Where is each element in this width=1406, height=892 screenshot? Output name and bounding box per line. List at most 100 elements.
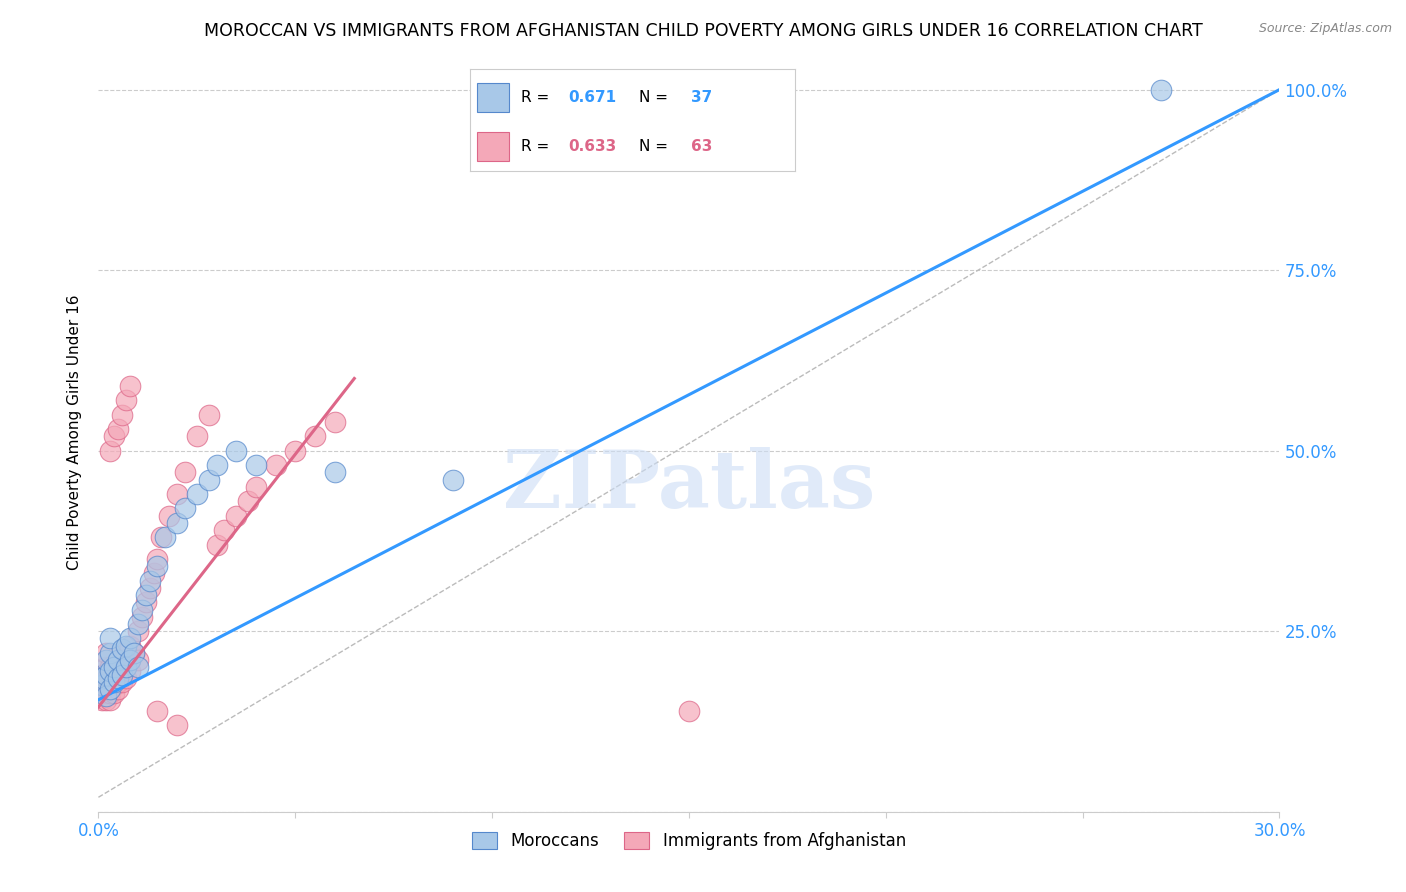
Point xyxy=(135,588,157,602)
Point xyxy=(103,671,125,685)
Point xyxy=(197,408,219,422)
Point xyxy=(166,487,188,501)
Point xyxy=(103,429,125,443)
Point xyxy=(107,674,129,689)
Point xyxy=(103,660,125,674)
Point xyxy=(118,653,141,667)
Point xyxy=(103,678,125,692)
Point xyxy=(98,678,121,692)
Point xyxy=(142,566,165,581)
Point xyxy=(236,494,259,508)
Point xyxy=(98,681,121,696)
Point xyxy=(111,653,134,667)
Point xyxy=(127,660,149,674)
Point xyxy=(91,693,114,707)
Point xyxy=(127,624,149,639)
Point xyxy=(103,660,125,674)
Point xyxy=(166,516,188,530)
Point xyxy=(138,574,160,588)
Point xyxy=(115,671,138,685)
Point xyxy=(96,667,118,681)
Text: Source: ZipAtlas.com: Source: ZipAtlas.com xyxy=(1258,22,1392,36)
Point xyxy=(111,408,134,422)
Point xyxy=(186,487,208,501)
Point xyxy=(174,501,197,516)
Point xyxy=(146,559,169,574)
Point xyxy=(323,415,346,429)
Point xyxy=(115,639,138,653)
Point xyxy=(225,508,247,523)
Point xyxy=(98,443,121,458)
Point xyxy=(98,646,121,660)
Point xyxy=(131,602,153,616)
Point xyxy=(131,609,153,624)
Point xyxy=(103,674,125,689)
Point xyxy=(186,429,208,443)
Y-axis label: Child Poverty Among Girls Under 16: Child Poverty Among Girls Under 16 xyxy=(67,295,83,570)
Point xyxy=(150,530,173,544)
Point xyxy=(103,685,125,699)
Point xyxy=(146,704,169,718)
Point xyxy=(127,653,149,667)
Point xyxy=(91,667,114,681)
Point xyxy=(96,646,118,660)
Point xyxy=(111,667,134,681)
Point xyxy=(96,689,118,703)
Point xyxy=(127,617,149,632)
Point xyxy=(146,552,169,566)
Point xyxy=(107,671,129,685)
Point xyxy=(678,704,700,718)
Point xyxy=(98,685,121,699)
Point xyxy=(96,693,118,707)
Point xyxy=(284,443,307,458)
Point xyxy=(111,642,134,657)
Point xyxy=(245,480,267,494)
Point xyxy=(115,393,138,408)
Point xyxy=(118,378,141,392)
Point xyxy=(441,473,464,487)
Point xyxy=(91,678,114,692)
Point xyxy=(323,466,346,480)
Point xyxy=(197,473,219,487)
Point xyxy=(122,646,145,660)
Point xyxy=(107,681,129,696)
Point xyxy=(214,523,236,537)
Point xyxy=(118,653,141,667)
Point xyxy=(111,674,134,689)
Point xyxy=(225,443,247,458)
Point xyxy=(96,653,118,667)
Point xyxy=(91,685,114,699)
Point xyxy=(205,537,228,551)
Legend: Moroccans, Immigrants from Afghanistan: Moroccans, Immigrants from Afghanistan xyxy=(465,825,912,856)
Point xyxy=(111,664,134,678)
Point xyxy=(98,693,121,707)
Point xyxy=(157,508,180,523)
Point xyxy=(205,458,228,472)
Point xyxy=(115,660,138,674)
Point xyxy=(96,660,118,674)
Point xyxy=(155,530,177,544)
Point xyxy=(91,671,114,685)
Point xyxy=(96,678,118,692)
Point xyxy=(1150,82,1173,96)
Point xyxy=(118,664,141,678)
Point xyxy=(166,718,188,732)
Point xyxy=(122,646,145,660)
Point xyxy=(115,660,138,674)
Point xyxy=(264,458,287,472)
Point xyxy=(107,653,129,667)
Point xyxy=(98,671,121,685)
Point xyxy=(96,667,118,681)
Point xyxy=(138,581,160,595)
Point xyxy=(107,660,129,674)
Point xyxy=(118,632,141,646)
Point xyxy=(98,632,121,646)
Point xyxy=(98,660,121,674)
Point xyxy=(96,685,118,699)
Point xyxy=(91,678,114,692)
Point xyxy=(135,595,157,609)
Point xyxy=(174,466,197,480)
Point xyxy=(115,646,138,660)
Text: ZIPatlas: ZIPatlas xyxy=(503,447,875,524)
Point xyxy=(118,639,141,653)
